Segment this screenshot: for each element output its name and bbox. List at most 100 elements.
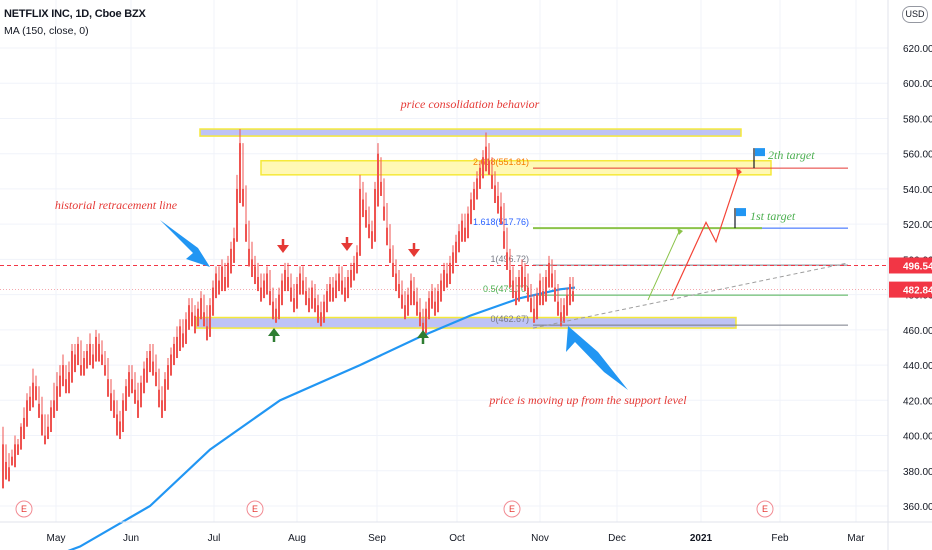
candle-body	[242, 188, 244, 207]
candle-body	[122, 400, 124, 433]
candle-body	[377, 153, 379, 207]
candle-body	[290, 287, 292, 302]
price-tick-label: 520.00	[903, 220, 932, 231]
candle-body	[344, 287, 346, 302]
candle-body	[338, 273, 340, 292]
candle-body	[245, 224, 247, 242]
candle-body	[359, 188, 361, 256]
candle-body	[131, 379, 133, 394]
earnings-label: E	[509, 504, 515, 514]
candle-body	[221, 266, 223, 292]
candle-body	[251, 259, 253, 277]
candle-body	[557, 301, 559, 316]
currency-button[interactable]: USD	[902, 6, 928, 23]
candle-body	[233, 238, 235, 263]
candle-body	[194, 315, 196, 334]
candle-body	[365, 210, 367, 228]
candle-body	[20, 426, 22, 450]
candle-body	[74, 354, 76, 373]
price-tick-label: 440.00	[903, 361, 932, 372]
candle-body	[452, 252, 454, 274]
price-badge-label: 496.54	[903, 261, 932, 272]
candle-body	[572, 291, 574, 302]
candle-body	[413, 291, 415, 306]
indicator-legend: MA (150, close, 0)	[4, 25, 89, 37]
candle-body	[395, 273, 397, 292]
candle-body	[281, 280, 283, 306]
candle-body	[566, 294, 568, 316]
candle-body	[125, 386, 127, 411]
candle-body	[101, 354, 103, 366]
candle-body	[515, 291, 517, 306]
candle-body	[368, 224, 370, 239]
candle-body	[140, 382, 142, 408]
earnings-label: E	[762, 504, 768, 514]
trend-line	[532, 262, 849, 329]
chart-title: NETFLIX INC, 1D, Cboe BZX	[4, 8, 146, 20]
candle-body	[470, 199, 472, 225]
candle-body	[278, 294, 280, 320]
projection-path-green	[647, 229, 681, 301]
moving-average-line	[67, 286, 576, 550]
candle-body	[80, 365, 82, 376]
candle-body	[335, 280, 337, 299]
candles	[2, 129, 574, 489]
candle-body	[389, 248, 391, 263]
candle-body	[8, 467, 10, 482]
earnings-label: E	[21, 504, 27, 514]
candle-body	[512, 280, 514, 299]
candle-body	[431, 291, 433, 309]
candle-body	[155, 372, 157, 387]
candle-body	[536, 294, 538, 320]
annotation-text: historial retracement line	[55, 198, 178, 212]
candle-body	[422, 322, 424, 337]
candle-body	[86, 350, 88, 369]
candle-body	[59, 375, 61, 397]
candle-body	[23, 417, 25, 440]
candle-body	[353, 262, 355, 281]
candle-body	[17, 444, 19, 455]
candle-body	[236, 188, 238, 242]
candle-body	[299, 273, 301, 295]
candle-body	[434, 301, 436, 316]
candle-body	[5, 461, 7, 480]
candle-body	[467, 213, 469, 239]
candle-body	[548, 262, 550, 288]
flag-banner	[736, 208, 746, 217]
time-tick-label: Sep	[368, 533, 386, 544]
fib-label: 2.618(551.81)	[473, 157, 529, 167]
candle-body	[83, 358, 85, 376]
fib-label: 0(462.67)	[490, 314, 529, 324]
candle-body	[230, 248, 232, 274]
zone-top-range	[199, 128, 742, 137]
candle-body	[227, 262, 229, 288]
time-tick-label: Oct	[449, 533, 465, 544]
candle-body	[503, 231, 505, 249]
candle-body	[302, 280, 304, 295]
candle-body	[284, 269, 286, 292]
candle-body	[164, 379, 166, 411]
candle-body	[437, 291, 439, 313]
candle-body	[11, 456, 13, 466]
candle-body	[77, 343, 79, 366]
candle-body	[98, 343, 100, 362]
candle-body	[323, 301, 325, 323]
annotation-text: price is moving up from the support leve…	[488, 393, 687, 407]
candle-body	[203, 312, 205, 327]
arrowhead-icon	[677, 228, 683, 235]
candle-body	[497, 195, 499, 214]
candle-body	[266, 273, 268, 295]
candle-body	[362, 199, 364, 218]
candle-body	[296, 284, 298, 309]
candle-body	[32, 382, 34, 408]
candle-body	[350, 269, 352, 288]
candle-body	[401, 294, 403, 309]
candle-body	[143, 368, 145, 394]
price-tick-label: 600.00	[903, 79, 932, 90]
time-tick-label: Jul	[208, 533, 221, 544]
candle-body	[311, 287, 313, 309]
candle-body	[92, 354, 94, 369]
candle-body	[404, 305, 406, 320]
candle-body	[329, 284, 331, 302]
